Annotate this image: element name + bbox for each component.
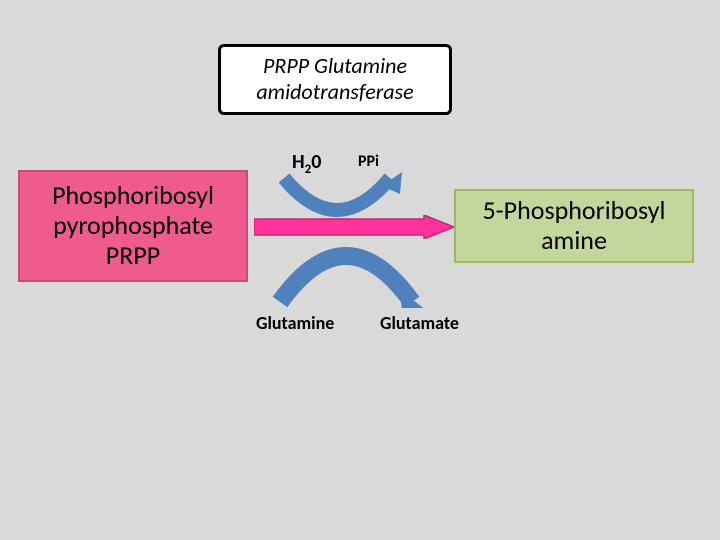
enzyme-label: PRPP Glutamine amidotransferase [221,47,449,112]
h2o-label: H20 [292,150,321,177]
reactant-left-line2: pyrophosphate [30,211,236,241]
ppi-label: PPi [358,152,379,171]
h2o-o: 0 [311,150,321,174]
reactant-left-line3: PRPP [30,241,236,271]
reactant-left-box: Phosphoribosyl pyrophosphate PRPP [18,170,248,282]
glutamate-label: Glutamate [380,312,459,334]
product-line2: amine [466,226,682,256]
glutamine-label: Glutamine [256,312,334,334]
enzyme-line1: PRPP Glutamine [239,53,431,79]
bottom-arc [266,230,426,308]
enzyme-line2: amidotransferase [239,79,431,105]
product-right-box: 5-Phosphoribosyl amine [454,189,694,263]
reactant-left-line1: Phosphoribosyl [30,181,236,211]
top-arc-path [284,178,390,210]
enzyme-box: PRPP Glutamine amidotransferase [218,44,452,115]
product-line1: 5-Phosphoribosyl [466,196,682,226]
bottom-arc-path [280,256,412,302]
h2o-h: H [292,150,305,174]
